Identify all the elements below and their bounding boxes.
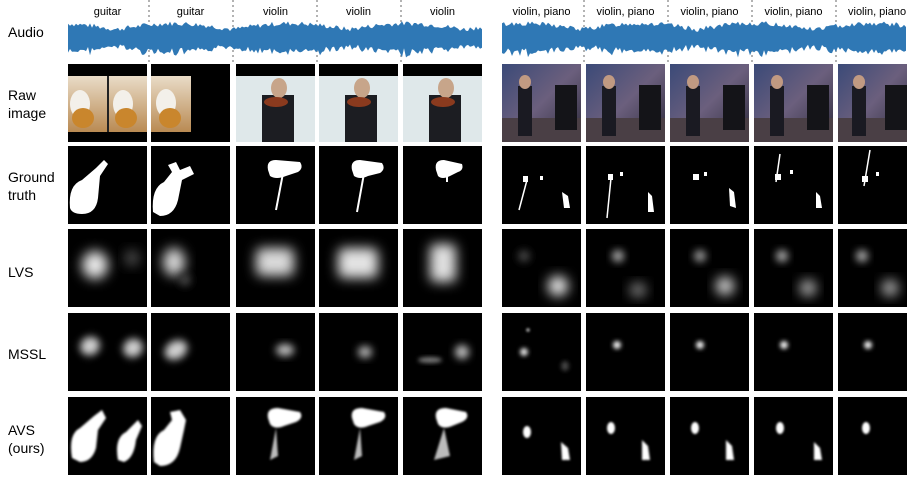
lvs-heatmap-2 <box>151 229 230 307</box>
mssl-heatmap-8 <box>670 313 749 391</box>
raw-image-4 <box>319 64 398 142</box>
raw-image-8 <box>670 64 749 142</box>
row-label-ground-truth: Ground truth <box>8 168 55 204</box>
row-label-raw-image-line2: image <box>8 105 47 121</box>
avs-mask-8 <box>670 397 749 475</box>
ground-truth-9 <box>754 146 833 224</box>
mssl-heatmap-4 <box>319 313 398 391</box>
raw-image-2 <box>151 64 230 142</box>
audio-waveform-right <box>502 21 906 58</box>
column-label-8: violin, piano <box>680 6 739 18</box>
raw-image-6 <box>502 64 581 142</box>
raw-image-9 <box>754 64 833 142</box>
avs-mask-3 <box>236 397 315 475</box>
ground-truth-7 <box>586 146 665 224</box>
ground-truth-5 <box>403 146 482 224</box>
avs-mask-7 <box>586 397 665 475</box>
mssl-heatmap-6 <box>502 313 581 391</box>
ground-truth-row <box>68 146 907 224</box>
column-label-7: violin, piano <box>596 6 655 18</box>
ground-truth-3 <box>236 146 315 224</box>
lvs-heatmap-7 <box>586 229 665 307</box>
mssl-heatmap-9 <box>754 313 833 391</box>
column-label-5: violin <box>429 6 456 18</box>
lvs-heatmap-6 <box>502 229 581 307</box>
audio-waveform-left <box>68 21 482 58</box>
ground-truth-1 <box>68 146 147 224</box>
row-label-lvs: LVS <box>8 264 34 280</box>
ground-truth-10 <box>838 146 907 224</box>
row-label-ground-truth-line1: Ground <box>8 169 55 185</box>
lvs-row <box>68 229 907 307</box>
avs-mask-4 <box>319 397 398 475</box>
ground-truth-4 <box>319 146 398 224</box>
mssl-heatmap-2 <box>151 313 230 391</box>
raw-image-row <box>68 64 907 142</box>
row-label-avs-line2: (ours) <box>8 440 45 456</box>
column-label-6: violin, piano <box>512 6 571 18</box>
column-label-10: violin, piano <box>848 6 907 18</box>
ground-truth-8 <box>670 146 749 224</box>
raw-image-10 <box>838 64 907 142</box>
ground-truth-6 <box>502 146 581 224</box>
row-label-mssl: MSSL <box>8 346 47 362</box>
avs-mask-1 <box>68 397 147 475</box>
avs-mask-2 <box>151 397 230 475</box>
lvs-heatmap-10 <box>838 229 907 307</box>
row-label-ground-truth-line2: truth <box>8 187 37 203</box>
column-label-9: violin, piano <box>764 6 823 18</box>
row-label-avs: AVS (ours) <box>8 421 45 457</box>
column-label-4: violin <box>345 6 372 18</box>
lvs-heatmap-3 <box>236 229 315 307</box>
mssl-heatmap-3 <box>236 313 315 391</box>
mssl-heatmap-10 <box>838 313 907 391</box>
mssl-heatmap-1 <box>68 313 147 391</box>
lvs-heatmap-9 <box>754 229 833 307</box>
raw-image-7 <box>586 64 665 142</box>
raw-image-5 <box>403 64 482 142</box>
row-label-audio: Audio <box>8 24 44 40</box>
raw-image-1 <box>68 64 147 142</box>
mssl-heatmap-7 <box>586 313 665 391</box>
mssl-heatmap-5 <box>403 313 482 391</box>
column-label-2: guitar <box>176 6 205 18</box>
avs-row <box>68 397 907 475</box>
avs-mask-5 <box>403 397 482 475</box>
avs-mask-6 <box>502 397 581 475</box>
avs-mask-9 <box>754 397 833 475</box>
row-label-avs-line1: AVS <box>8 422 35 438</box>
column-label-1: guitar <box>93 6 122 18</box>
mssl-row <box>68 313 907 391</box>
avs-mask-10 <box>838 397 907 475</box>
column-label-3: violin <box>262 6 289 18</box>
row-label-raw-image: Raw image <box>8 86 46 122</box>
row-label-raw-image-line1: Raw <box>8 87 37 103</box>
lvs-heatmap-4 <box>319 229 398 307</box>
raw-image-3 <box>236 64 315 142</box>
ground-truth-2 <box>151 146 230 224</box>
lvs-heatmap-5 <box>403 229 482 307</box>
lvs-heatmap-1 <box>68 229 147 307</box>
lvs-heatmap-8 <box>670 229 749 307</box>
